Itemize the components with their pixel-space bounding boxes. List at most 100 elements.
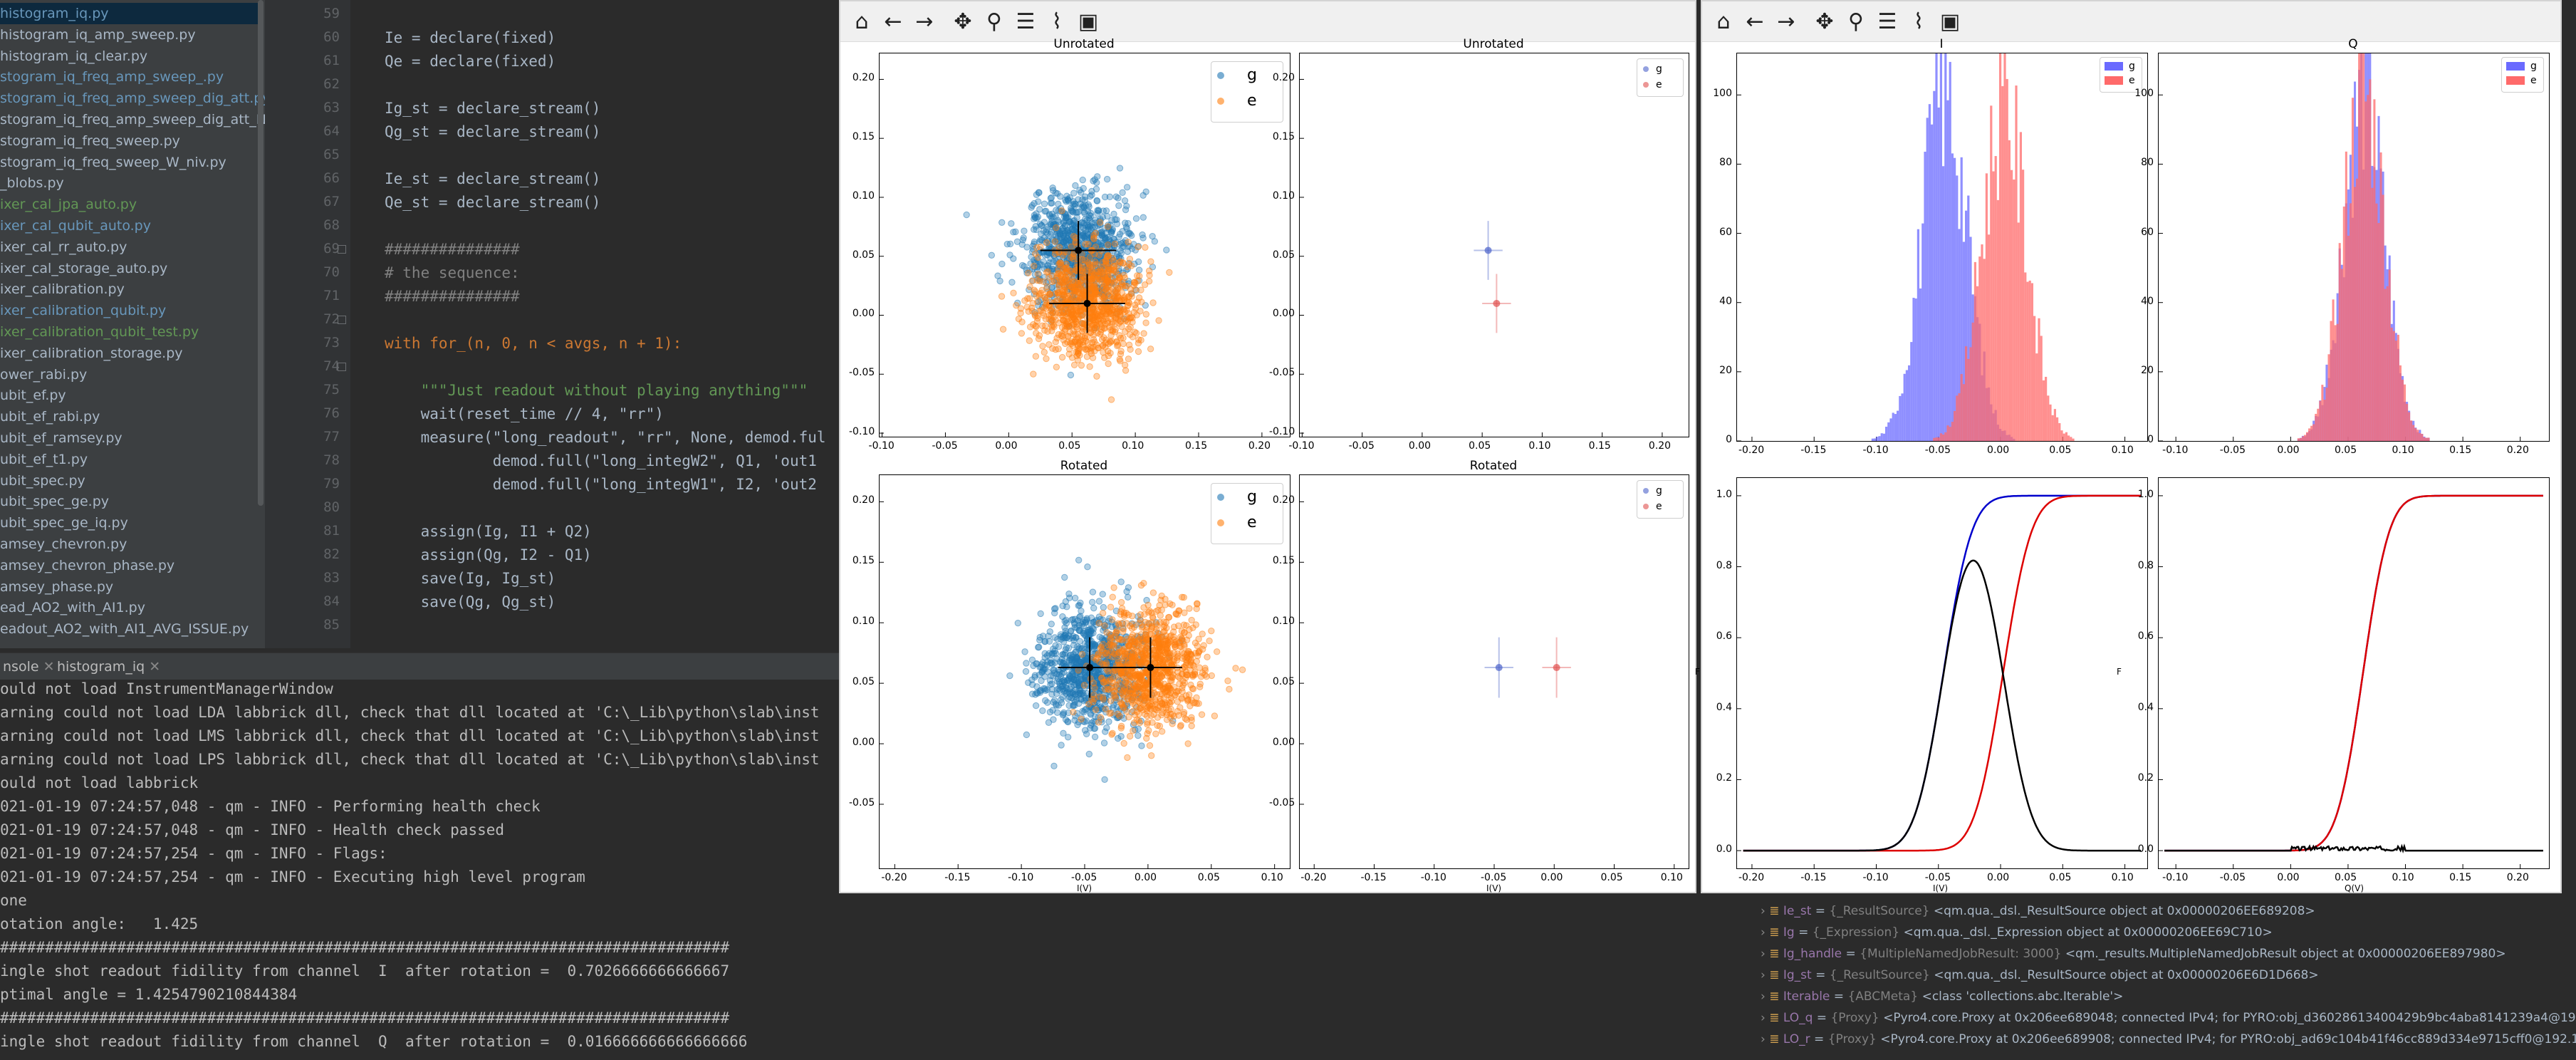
tree-file-item[interactable]: ixer_cal_rr_auto.py [0, 239, 127, 255]
back-arrow-icon[interactable]: ← [1746, 9, 1764, 34]
tree-file-item[interactable]: ower_rabi.py [0, 366, 88, 383]
tree-file-item[interactable]: stogram_iq_freq_sweep.py [0, 132, 180, 149]
histogram-axes[interactable] [2158, 53, 2550, 442]
tree-file-item[interactable]: ead_AO2_with_AI1.py [0, 600, 145, 616]
tree-file-item[interactable]: ubit_ef.py [0, 388, 66, 404]
tree-file-item[interactable]: eadout_AO2_with_AI1_AVG_ISSUE.py [0, 621, 249, 638]
histogram-bar [2040, 336, 2043, 441]
fold-marker-icon[interactable] [338, 363, 346, 371]
tree-file-item[interactable]: ubit_spec_ge_iq.py [0, 515, 128, 531]
tree-file-item[interactable]: histogram_iq.py [0, 3, 258, 24]
project-tree-scrollbar[interactable] [258, 0, 264, 506]
tree-file-item[interactable]: ixer_cal_storage_auto.py [0, 260, 168, 276]
chevron-right-icon[interactable]: › [1761, 1032, 1770, 1046]
scatter-axes[interactable] [879, 53, 1290, 437]
save-icon[interactable]: ▣ [1939, 9, 1961, 34]
tree-file-item[interactable]: ixer_calibration_storage.py [0, 345, 183, 361]
zoom-icon[interactable]: ⚲ [986, 9, 1002, 34]
tree-file-item[interactable]: amsey_phase.py [0, 578, 114, 595]
cdf-axes[interactable] [2158, 477, 2550, 869]
tree-file-item[interactable]: ixer_calibration.py [0, 281, 125, 298]
fold-marker-icon[interactable] [338, 245, 346, 254]
variable-row[interactable]: › ≣ LO_q = {Proxy} <Pyro4.core.Proxy at … [1761, 1007, 2576, 1029]
scatter-point-g [1100, 603, 1107, 611]
tree-file-item[interactable]: stogram_iq_freq_amp_sweep_dig_att.py [0, 90, 271, 107]
variable-row[interactable]: › ≣ Ig_st = {_ResultSource} <qm.qua._dsl… [1761, 965, 2319, 986]
configure-subplots-icon[interactable]: ☰ [1016, 9, 1036, 34]
scatter-point-g [1045, 719, 1053, 726]
pan-icon[interactable]: ✥ [954, 9, 972, 34]
tree-file-item[interactable]: ubit_ef_t1.py [0, 451, 88, 467]
save-icon[interactable]: ▣ [1078, 9, 1099, 34]
scatter-point-g [1090, 643, 1097, 651]
chevron-right-icon[interactable]: › [1761, 989, 1770, 1004]
forward-arrow-icon[interactable]: → [915, 9, 934, 34]
cdf-axes[interactable] [1736, 477, 2148, 869]
home-icon[interactable]: ⌂ [855, 9, 869, 34]
chevron-right-icon[interactable]: › [1761, 925, 1770, 940]
chevron-right-icon[interactable]: › [1761, 947, 1770, 961]
tree-file-item[interactable]: ubit_ef_rabi.py [0, 409, 100, 425]
pan-icon[interactable]: ✥ [1815, 9, 1834, 34]
tree-file-item[interactable]: ixer_cal_jpa_auto.py [0, 197, 137, 213]
tree-file-item[interactable]: stogram_iq_freq_amp_sweep_.py [0, 69, 224, 85]
scatter-point-g [1041, 200, 1048, 207]
variable-row[interactable]: › ≣ Ig_handle = {MultipleNamedJobResult:… [1761, 943, 2506, 965]
variable-row[interactable]: › ≣ Iterable = {ABCMeta} <class 'collect… [1761, 986, 2123, 1007]
tree-file-item[interactable]: _blobs.py [0, 175, 64, 192]
zoom-icon[interactable]: ⚲ [1848, 9, 1864, 34]
scatter-point-g [1085, 203, 1093, 210]
scatter-point-e [1061, 283, 1069, 291]
scatter-point-e [1062, 304, 1069, 311]
variable-row[interactable]: › ≣ Ie_st = {_ResultSource} <qm.qua._dsl… [1761, 900, 2315, 922]
line-number: 61 [323, 53, 340, 68]
tree-file-item[interactable]: ixer_calibration_qubit_test.py [0, 324, 199, 340]
tree-file-item[interactable]: stogram_iq_freq_amp_sweep_dig_att_Niv.py [0, 112, 298, 128]
tree-file-item[interactable]: ubit_spec_ge.py [0, 494, 110, 510]
histogram-bar [2397, 334, 2399, 441]
chevron-right-icon[interactable]: › [1761, 968, 1770, 982]
tree-file-item[interactable]: ubit_ef_ramsey.py [0, 430, 122, 446]
tree-file-item[interactable]: stogram_iq_freq_sweep_W_niv.py [0, 154, 226, 170]
histogram-axes[interactable] [1736, 53, 2148, 442]
tree-file-item[interactable]: histogram_iq_clear.py [0, 48, 148, 64]
tab-console[interactable]: nsole ✕ [3, 653, 55, 680]
scatter-point-e [1121, 274, 1129, 281]
tree-file-item[interactable]: ubit_spec.py [0, 472, 85, 489]
histogram-bar [1912, 298, 1915, 441]
tree-file-item[interactable]: ixer_calibration_qubit.py [0, 303, 167, 319]
histogram-bar [1894, 414, 1897, 441]
back-arrow-icon[interactable]: ← [884, 9, 902, 34]
scatter-point-g [1059, 224, 1066, 232]
close-icon[interactable]: ✕ [43, 659, 55, 675]
fold-marker-icon[interactable] [338, 316, 346, 324]
configure-subplots-icon[interactable]: ☰ [1877, 9, 1897, 34]
legend-swatch [1643, 504, 1649, 509]
chevron-right-icon[interactable]: › [1761, 904, 1770, 918]
chevron-right-icon[interactable]: › [1761, 1011, 1770, 1025]
scatter-point-e [1055, 283, 1063, 290]
home-icon[interactable]: ⌂ [1716, 9, 1731, 34]
forward-arrow-icon[interactable]: → [1777, 9, 1795, 34]
edit-axis-icon[interactable]: ⌇ [1051, 9, 1063, 34]
scatter-axes[interactable] [1299, 474, 1689, 869]
edit-axis-icon[interactable]: ⌇ [1913, 9, 1924, 34]
scatter-axes[interactable] [1299, 53, 1689, 437]
scatter-point-e [1120, 685, 1128, 692]
tree-file-item[interactable]: histogram_iq_amp_sweep.py [0, 26, 196, 43]
histogram-bar [1956, 395, 1959, 441]
variable-row[interactable]: › ≣ Ig = {_Expression} <qm.qua._dsl._Exp… [1761, 922, 2273, 943]
tree-file-item[interactable]: amsey_chevron_phase.py [0, 557, 175, 573]
tree-file-item[interactable]: amsey_chevron.py [0, 536, 127, 552]
scatter-point-e [1187, 666, 1194, 673]
tree-file-item[interactable]: ixer_cal_qubit_auto.py [0, 218, 151, 234]
close-icon[interactable]: ✕ [149, 659, 161, 675]
legend-label: g [1247, 488, 1257, 506]
variable-row[interactable]: › ≣ LO_r = {Proxy} <Pyro4.core.Proxy at … [1761, 1029, 2576, 1050]
scatter-point-e [1015, 316, 1023, 323]
